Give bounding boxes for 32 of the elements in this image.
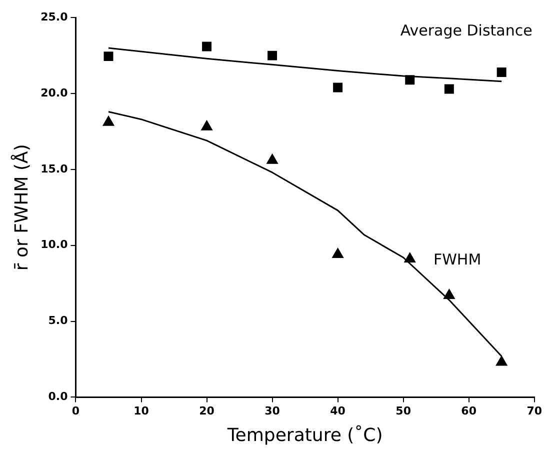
point bbox=[104, 52, 114, 62]
annotation: FWHM bbox=[433, 250, 482, 268]
x-tick-label: 70 bbox=[526, 404, 542, 418]
point bbox=[333, 82, 343, 92]
y-tick-label: 5.0 bbox=[48, 314, 68, 328]
x-tick-label: 40 bbox=[330, 404, 346, 418]
x-tick-label: 30 bbox=[264, 404, 280, 418]
point bbox=[102, 116, 114, 126]
point bbox=[404, 252, 416, 263]
y-tick-label: 0.0 bbox=[48, 390, 68, 404]
y-tick-label: 15.0 bbox=[40, 162, 68, 176]
x-tick-label: 20 bbox=[199, 404, 215, 418]
x-tick-label: 60 bbox=[461, 404, 477, 418]
point bbox=[266, 154, 278, 164]
y-axis-title: r̄ or FWHM (Å) bbox=[10, 144, 32, 271]
point bbox=[405, 75, 415, 85]
y-tick-label: 10.0 bbox=[40, 238, 68, 252]
point bbox=[268, 50, 278, 60]
point bbox=[332, 248, 344, 258]
point bbox=[444, 84, 454, 94]
point bbox=[202, 42, 212, 52]
x-tick-label: 50 bbox=[396, 404, 412, 418]
point bbox=[496, 68, 506, 78]
x-axis-title: Temperature (˚C) bbox=[226, 424, 383, 446]
x-tick-label: 0 bbox=[72, 404, 80, 418]
x-tick-label: 10 bbox=[134, 404, 150, 418]
point bbox=[496, 356, 508, 366]
point bbox=[201, 120, 212, 130]
y-tick-label: 20.0 bbox=[40, 86, 68, 100]
point bbox=[443, 288, 455, 299]
annotation: Average Distance bbox=[400, 21, 532, 40]
y-tick-label: 25.0 bbox=[40, 10, 68, 24]
